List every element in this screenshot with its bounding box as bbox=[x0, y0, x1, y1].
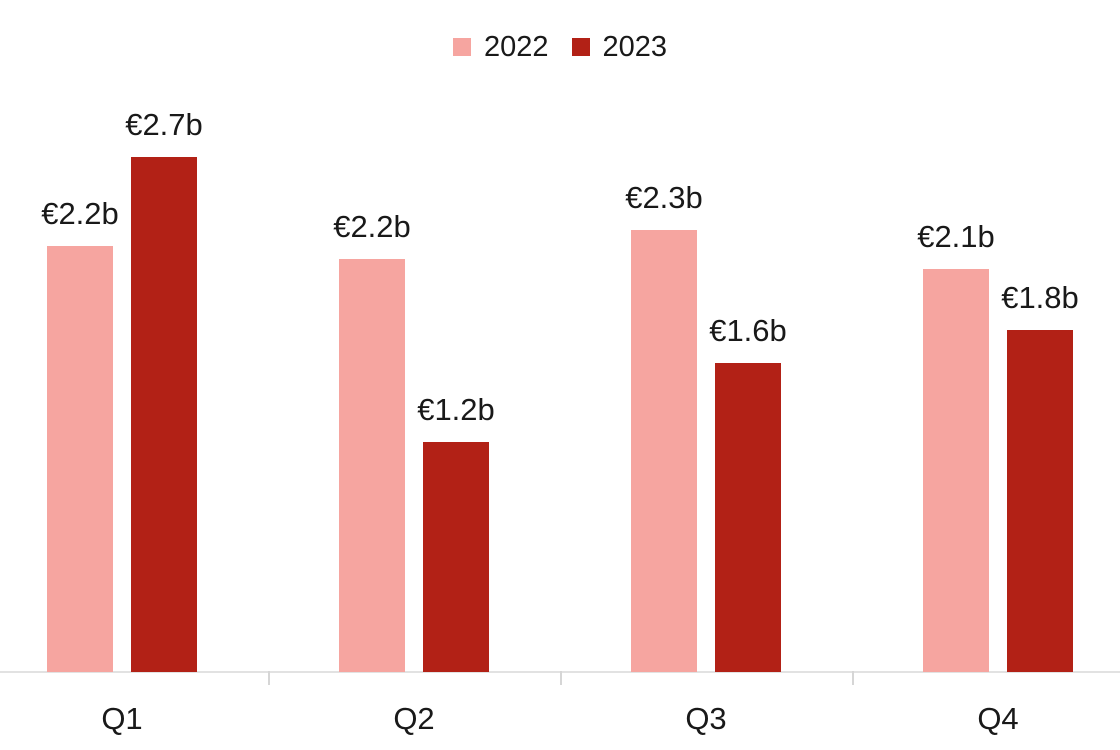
bar-2023-q2 bbox=[423, 442, 489, 672]
axis-tick bbox=[560, 671, 562, 685]
legend: 2022 2023 bbox=[0, 30, 1120, 64]
category-label-q2: Q2 bbox=[393, 701, 435, 736]
legend-item-2022: 2022 bbox=[452, 30, 549, 64]
legend-label-2022: 2022 bbox=[483, 31, 549, 63]
axis-tick bbox=[852, 671, 854, 685]
bar-2022-q1 bbox=[47, 246, 113, 672]
bar-2023-q1 bbox=[131, 157, 197, 672]
axis-tick bbox=[268, 671, 270, 685]
value-label-2023-q2: €1.2b bbox=[417, 392, 495, 427]
value-label-2023-q4: €1.8b bbox=[1001, 280, 1079, 315]
value-label-2022-q4: €2.1b bbox=[917, 219, 995, 254]
legend-label-2023: 2023 bbox=[602, 31, 668, 63]
value-label-2023-q3: €1.6b bbox=[709, 313, 787, 348]
legend-item-2023: 2023 bbox=[571, 30, 668, 64]
bar-2022-q4 bbox=[923, 269, 989, 672]
legend-swatch-2023 bbox=[571, 38, 590, 56]
value-label-2022-q2: €2.2b bbox=[333, 209, 411, 244]
bar-2022-q2 bbox=[339, 259, 405, 672]
category-label-q1: Q1 bbox=[101, 701, 143, 736]
value-label-2023-q1: €2.7b bbox=[125, 107, 203, 142]
bar-2023-q4 bbox=[1007, 330, 1073, 672]
category-label-q3: Q3 bbox=[685, 701, 727, 736]
category-label-q4: Q4 bbox=[977, 701, 1019, 736]
legend-swatch-2022 bbox=[452, 38, 471, 56]
value-label-2022-q1: €2.2b bbox=[41, 196, 119, 231]
value-label-2022-q3: €2.3b bbox=[625, 180, 703, 215]
bar-2022-q3 bbox=[631, 230, 697, 672]
bar-2023-q3 bbox=[715, 363, 781, 672]
